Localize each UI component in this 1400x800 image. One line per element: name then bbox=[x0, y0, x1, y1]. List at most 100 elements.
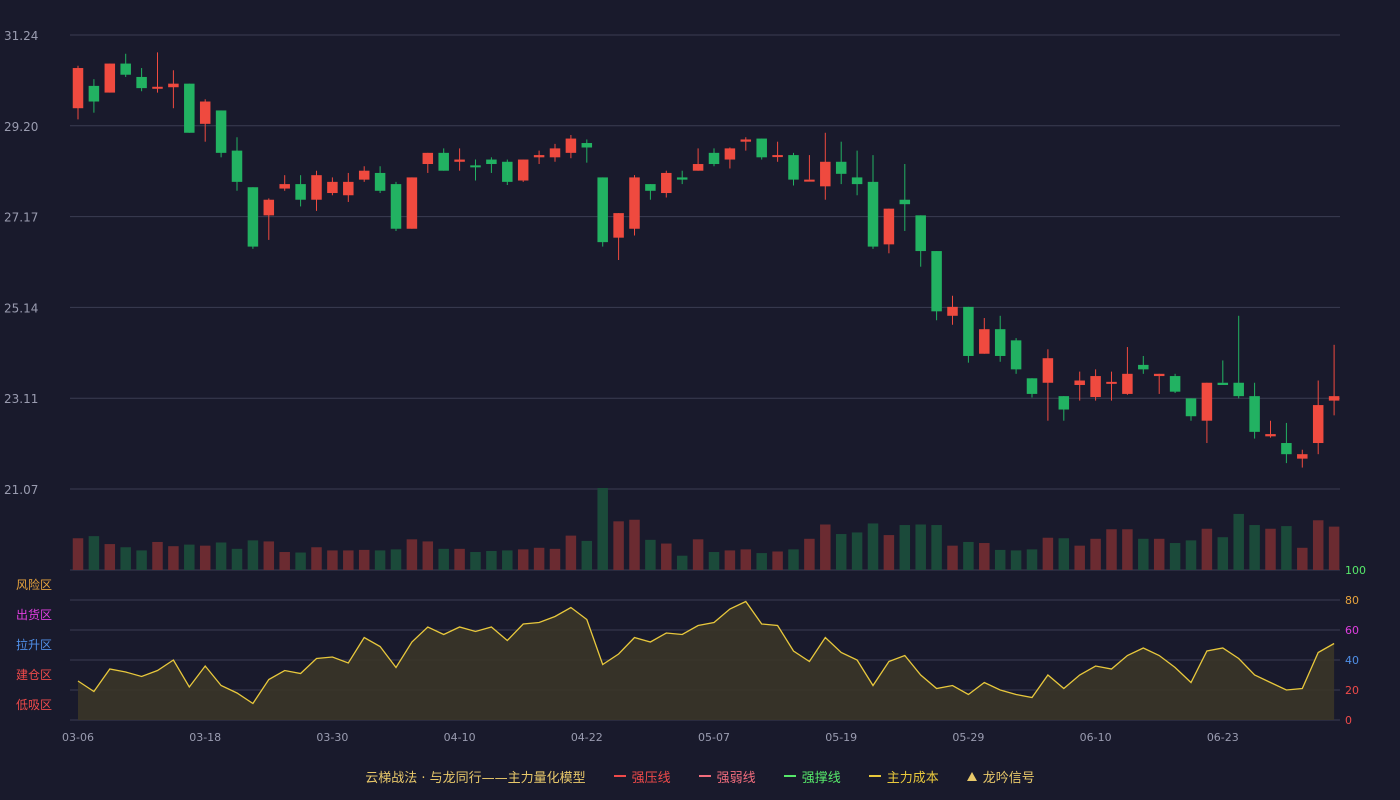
candle bbox=[279, 175, 290, 191]
volume-bar bbox=[979, 543, 990, 570]
candle-body bbox=[184, 83, 195, 133]
candle-body bbox=[1169, 376, 1181, 392]
candle bbox=[422, 152, 434, 173]
candle-body bbox=[168, 83, 179, 88]
candle bbox=[963, 306, 974, 363]
volume-bar bbox=[724, 550, 736, 570]
volume-bar bbox=[390, 549, 402, 570]
candle-body bbox=[867, 181, 879, 247]
candle bbox=[931, 251, 942, 321]
volume-bar bbox=[1153, 538, 1165, 570]
volume-bar bbox=[104, 544, 116, 570]
candle-body bbox=[1249, 396, 1260, 432]
legend-label: 强弱线 bbox=[716, 770, 756, 786]
candle bbox=[1058, 396, 1070, 421]
indicator-area bbox=[78, 601, 1335, 720]
candle-body bbox=[963, 306, 974, 356]
candle-body bbox=[1138, 364, 1149, 370]
candle bbox=[438, 148, 449, 171]
candle bbox=[676, 170, 688, 185]
candle bbox=[88, 79, 100, 113]
candle bbox=[1249, 382, 1260, 439]
candle bbox=[1010, 338, 1022, 374]
candle bbox=[486, 157, 497, 173]
candle-body bbox=[772, 155, 783, 158]
candle bbox=[613, 213, 624, 260]
legend-swatch bbox=[868, 775, 881, 777]
indicator-line bbox=[77, 600, 1335, 705]
candle bbox=[661, 170, 672, 198]
volume-bar bbox=[263, 541, 275, 570]
candle-body bbox=[883, 208, 895, 245]
candle bbox=[406, 177, 418, 229]
indicator-series bbox=[77, 600, 1335, 720]
legend-item-strong-pressure[interactable]: 强压线 bbox=[613, 767, 671, 786]
price-tick-label: 27.17 bbox=[4, 211, 38, 225]
volume-bar bbox=[1201, 528, 1213, 570]
candle bbox=[1106, 371, 1117, 401]
volume-bar bbox=[1058, 538, 1070, 570]
candle-body bbox=[994, 329, 1006, 356]
legend-item-strong-support[interactable]: 强撑线 bbox=[783, 767, 841, 786]
legend-label: 龙吟信号 bbox=[982, 770, 1035, 786]
indicator-tick-label: 40 bbox=[1345, 654, 1359, 667]
volume-bar bbox=[851, 532, 863, 570]
candle bbox=[820, 132, 831, 200]
legend-swatch bbox=[613, 775, 626, 777]
candle bbox=[1265, 420, 1276, 438]
candle bbox=[1312, 380, 1324, 455]
candle bbox=[1138, 355, 1149, 374]
candle bbox=[708, 148, 720, 167]
legend-item-main-cost[interactable]: 主力成本 bbox=[868, 767, 939, 786]
indicator-tick-label: 0 bbox=[1345, 714, 1352, 727]
date-tick-label: 06-23 bbox=[1207, 731, 1239, 744]
legend-item-strength-line[interactable]: 强弱线 bbox=[698, 767, 756, 786]
indicator-tick-label: 20 bbox=[1345, 684, 1359, 697]
candle bbox=[120, 53, 131, 77]
candle-body bbox=[1297, 454, 1308, 459]
candle bbox=[692, 148, 704, 171]
volume-bar bbox=[406, 539, 418, 570]
candle bbox=[1042, 349, 1054, 421]
candle bbox=[645, 184, 656, 200]
volume-bar bbox=[899, 525, 911, 570]
candle-body bbox=[1201, 382, 1213, 421]
candle-body bbox=[1312, 405, 1324, 444]
volume-bar bbox=[772, 551, 783, 570]
volume-bar bbox=[1122, 529, 1133, 570]
candle-body bbox=[979, 329, 990, 354]
candle-body bbox=[470, 165, 481, 168]
legend-label: 强压线 bbox=[631, 770, 671, 786]
candle bbox=[199, 99, 211, 142]
candle-body bbox=[915, 215, 926, 252]
volume-bar bbox=[231, 548, 243, 570]
volume-bar bbox=[136, 550, 147, 570]
candlestick-series bbox=[72, 52, 1340, 468]
candle-body bbox=[629, 177, 640, 229]
volume-bar bbox=[931, 525, 942, 570]
candle-body bbox=[1265, 434, 1276, 437]
volume-bar bbox=[756, 553, 767, 570]
volume-bar bbox=[963, 541, 974, 570]
candle-body bbox=[199, 101, 211, 124]
candle-body bbox=[1010, 340, 1022, 370]
legend-item-dragon-signal[interactable]: 龙吟信号 bbox=[966, 767, 1035, 786]
candle-body bbox=[597, 177, 608, 243]
candle bbox=[152, 52, 163, 93]
candle-body bbox=[1233, 382, 1244, 397]
candle-body bbox=[692, 164, 704, 171]
volume-bar bbox=[1138, 538, 1149, 570]
indicator-tick-label: 60 bbox=[1345, 624, 1359, 637]
candle-body bbox=[804, 179, 815, 182]
candle-body bbox=[740, 139, 752, 142]
volume-bar bbox=[1217, 537, 1229, 570]
candle-body bbox=[231, 150, 243, 182]
candle bbox=[1153, 373, 1165, 394]
volume-bar bbox=[1249, 525, 1260, 570]
volume-bar bbox=[295, 552, 306, 570]
candle-body bbox=[1090, 376, 1101, 398]
volume-bar bbox=[1042, 537, 1054, 570]
candle bbox=[502, 159, 513, 185]
candle bbox=[295, 175, 306, 207]
